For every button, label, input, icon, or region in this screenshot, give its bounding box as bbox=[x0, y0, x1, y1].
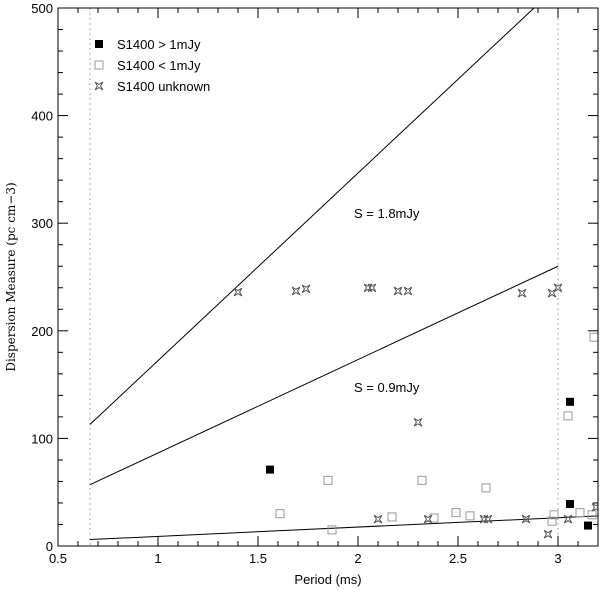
data-point bbox=[451, 508, 461, 518]
x-tick-label: 2 bbox=[354, 551, 361, 566]
x-tick-label: 1 bbox=[154, 551, 161, 566]
data-point bbox=[423, 514, 433, 524]
tick-labels: 0.5 1 1.5 2 2.5 3 0 100 200 300 400 500 bbox=[31, 1, 561, 566]
data-point bbox=[553, 283, 563, 293]
data-point bbox=[547, 288, 557, 298]
legend: S1400 > 1mJy S1400 < 1mJy S1400 unknown bbox=[94, 37, 210, 94]
plot-frame bbox=[57, 7, 599, 547]
y-tick-label: 0 bbox=[46, 539, 53, 554]
sensitivity-lines bbox=[89, 8, 598, 541]
legend-label: S1400 > 1mJy bbox=[117, 37, 201, 52]
x-tick-label: 1.5 bbox=[249, 551, 267, 566]
data-point bbox=[481, 483, 491, 493]
data-point bbox=[479, 514, 489, 524]
data-point bbox=[566, 397, 574, 406]
data-point bbox=[413, 417, 423, 427]
data-point bbox=[327, 525, 337, 535]
sensitivity-line bbox=[89, 265, 559, 486]
legend-label: S1400 unknown bbox=[117, 79, 210, 94]
legend-marker bbox=[94, 81, 104, 91]
x-tick-label: 0.5 bbox=[49, 551, 67, 566]
sensitivity-line bbox=[89, 515, 598, 541]
data-point bbox=[275, 509, 285, 519]
y-axis-label: Dispersion Measure (pc cm−3) bbox=[4, 182, 18, 371]
y-tick-label: 500 bbox=[31, 1, 53, 16]
data-point bbox=[591, 502, 598, 512]
data-point bbox=[266, 465, 274, 474]
data-point bbox=[587, 510, 597, 520]
sensitivity-line bbox=[89, 8, 535, 425]
data-point bbox=[563, 411, 573, 421]
data-point bbox=[465, 511, 475, 521]
data-point bbox=[549, 510, 559, 520]
data-point bbox=[589, 332, 598, 342]
data-point bbox=[543, 529, 553, 539]
data-point bbox=[363, 283, 373, 293]
y-tick-label: 200 bbox=[31, 324, 53, 339]
data-point bbox=[367, 283, 377, 293]
data-point bbox=[373, 514, 383, 524]
data-point bbox=[323, 475, 333, 485]
axis-ticks bbox=[57, 7, 599, 547]
legend-label: S1400 < 1mJy bbox=[117, 58, 201, 73]
legend-marker bbox=[94, 60, 104, 70]
data-point bbox=[291, 286, 301, 296]
y-tick-label: 100 bbox=[31, 431, 53, 446]
data-point bbox=[233, 287, 243, 297]
legend-marker bbox=[95, 40, 103, 48]
data-point bbox=[301, 284, 311, 294]
data-point bbox=[483, 514, 493, 524]
data-point bbox=[521, 514, 531, 524]
data-point bbox=[575, 508, 585, 518]
data-point bbox=[403, 286, 413, 296]
y-tick-label: 400 bbox=[31, 109, 53, 124]
annotations: S = 1.8mJy S = 0.9mJy bbox=[354, 206, 420, 395]
line-annotation: S = 1.8mJy bbox=[354, 206, 420, 221]
data-point bbox=[387, 512, 397, 522]
data-point bbox=[566, 500, 574, 509]
data-point bbox=[547, 516, 557, 526]
y-tick-label: 300 bbox=[31, 216, 53, 231]
data-point bbox=[517, 288, 527, 298]
x-axis-label: Period (ms) bbox=[294, 572, 361, 587]
data-point bbox=[417, 475, 427, 485]
data-points bbox=[233, 283, 598, 539]
data-point bbox=[584, 521, 592, 530]
x-tick-label: 2.5 bbox=[449, 551, 467, 566]
data-point bbox=[393, 286, 403, 296]
line-annotation: S = 0.9mJy bbox=[354, 380, 420, 395]
x-tick-label: 3 bbox=[554, 551, 561, 566]
data-point bbox=[563, 514, 573, 524]
